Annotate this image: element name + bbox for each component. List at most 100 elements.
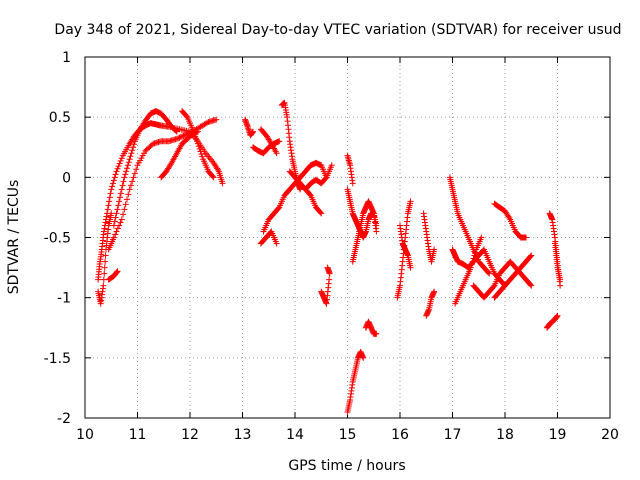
data-point — [198, 151, 205, 158]
y-tick-label: 1 — [62, 50, 71, 66]
x-tick-label: 19 — [549, 427, 567, 443]
data-point — [326, 270, 333, 277]
data-point — [107, 190, 114, 197]
series-arc18 — [344, 348, 367, 415]
data-point — [113, 168, 120, 175]
data-point — [102, 258, 109, 265]
data-point — [133, 166, 140, 173]
data-point — [204, 119, 211, 126]
data-point — [119, 182, 126, 189]
data-point — [523, 234, 529, 241]
series-arc15 — [302, 162, 335, 193]
data-point — [125, 191, 132, 198]
data-point — [102, 252, 109, 259]
series-arc28 — [449, 246, 508, 289]
data-point — [131, 141, 137, 148]
data-point — [250, 128, 256, 135]
data-point — [179, 133, 186, 140]
x-tick-label: 18 — [496, 427, 514, 443]
data-point — [219, 180, 226, 187]
data-point — [101, 264, 108, 271]
series-arc13 — [257, 228, 280, 247]
data-point — [557, 282, 564, 289]
data-point — [129, 147, 136, 154]
data-point — [129, 178, 136, 185]
data-point — [373, 228, 380, 235]
data-point — [105, 202, 112, 209]
data-point — [317, 209, 324, 216]
data-point — [322, 175, 329, 182]
x-tick-label: 10 — [76, 427, 94, 443]
series-arc10 — [257, 126, 280, 157]
data-point — [130, 144, 137, 151]
data-point — [112, 171, 119, 178]
data-point — [124, 196, 130, 203]
data-point — [116, 160, 123, 167]
data-point — [195, 143, 202, 150]
series-arc21 — [349, 198, 380, 265]
data-point — [197, 148, 204, 155]
data-point — [326, 276, 333, 283]
data-point — [114, 268, 121, 275]
x-axis-label: GPS time / hours — [288, 458, 405, 474]
data-point — [177, 134, 184, 141]
data-point — [209, 173, 216, 180]
data-point — [506, 215, 513, 222]
y-tick-label: -0.5 — [44, 231, 71, 247]
data-point — [121, 174, 128, 181]
grid-layer — [85, 57, 610, 418]
data-point — [267, 139, 274, 146]
data-point — [124, 165, 130, 172]
data-point — [117, 219, 124, 226]
data-point — [110, 177, 117, 184]
data-point — [173, 135, 180, 142]
x-tick-label: 16 — [391, 427, 409, 443]
series-arc23 — [394, 198, 414, 301]
data-point — [528, 282, 535, 289]
plot-frame — [84, 56, 611, 419]
data-point — [194, 140, 201, 147]
data-point — [469, 258, 476, 265]
series-arc1 — [95, 120, 226, 283]
data-point — [557, 276, 564, 283]
data-point — [486, 270, 493, 277]
data-point — [490, 283, 497, 290]
data-point — [101, 270, 108, 277]
chart-title: Day 348 of 2021, Sidereal Day-to-day VTE… — [54, 22, 621, 38]
data-point — [131, 170, 138, 177]
data-point — [297, 186, 304, 193]
points-layer — [95, 99, 564, 415]
data-point — [117, 190, 124, 197]
x-tick-label: 20 — [601, 427, 619, 443]
y-tick-label: 0.5 — [49, 110, 71, 126]
data-point — [112, 214, 119, 221]
data-point — [276, 138, 283, 145]
data-point — [125, 159, 132, 166]
data-point — [100, 282, 107, 289]
data-point — [108, 210, 115, 217]
data-point — [121, 206, 128, 213]
data-point — [117, 194, 123, 201]
data-point — [306, 191, 313, 198]
data-point — [470, 255, 477, 262]
data-point — [114, 165, 121, 172]
data-point — [106, 198, 113, 205]
data-point — [554, 312, 561, 319]
data-point — [101, 225, 108, 232]
data-point — [180, 132, 187, 139]
series-arc31 — [491, 200, 529, 241]
series-arc29 — [452, 234, 485, 307]
data-point — [215, 166, 221, 173]
data-point — [115, 202, 122, 209]
data-point — [127, 153, 134, 160]
data-point — [273, 150, 280, 157]
series-arc22 — [344, 152, 356, 187]
data-point — [109, 183, 116, 190]
data-point — [175, 135, 182, 142]
data-point — [183, 113, 190, 120]
y-tick-label: -1.5 — [44, 351, 71, 367]
y-tick-label: -1 — [57, 291, 71, 307]
series-arc24 — [397, 222, 414, 271]
series-arc34 — [544, 312, 561, 331]
data-point — [328, 162, 335, 169]
